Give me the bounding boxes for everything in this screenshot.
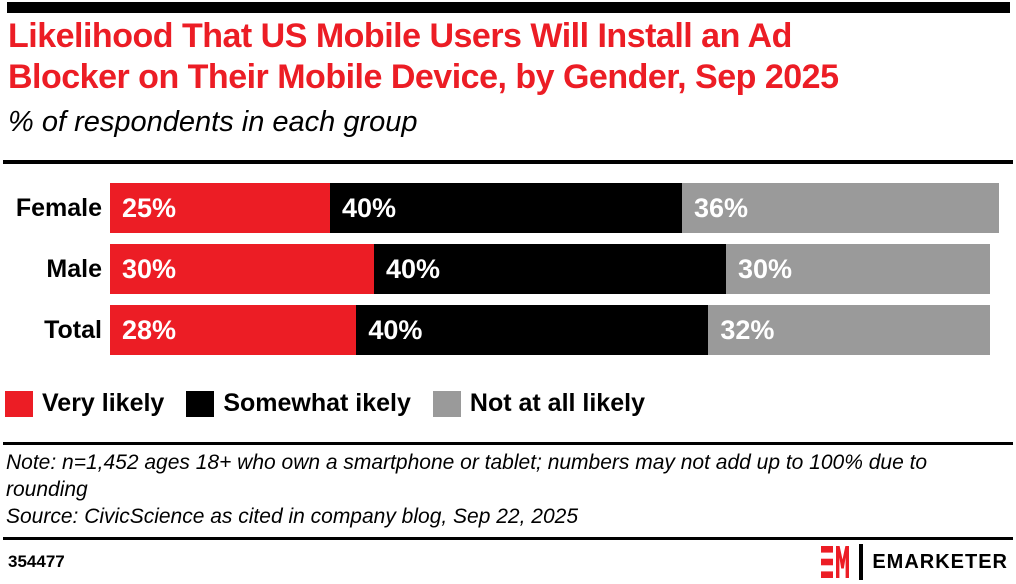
chart-title: Likelihood That US Mobile Users Will Ins… [8, 17, 839, 96]
bar-row-male: Male 30% 40% 30% [0, 244, 1016, 294]
bar-segment-very-likely: 30% [110, 244, 374, 294]
bar-track-female: 25% 40% 36% [110, 183, 999, 233]
bar-segment-not-at-all-likely: 36% [682, 183, 999, 233]
legend-label-very-likely: Very likely [42, 389, 165, 417]
divider-above-chart [3, 160, 1013, 164]
legend-swatch-not-at-all-likely [432, 390, 461, 417]
chart-notes: Note: n=1,452 ages 18+ who own a smartph… [6, 449, 1012, 530]
bar-value-label: 30% [122, 253, 177, 284]
bar-value-label: 36% [694, 192, 749, 223]
note-text: Note: n=1,452 ages 18+ who own a smartph… [6, 451, 928, 501]
brand-name: EMARKETER [872, 550, 1008, 573]
row-label-total: Total [44, 315, 102, 344]
top-border-bar [7, 2, 1010, 13]
bar-value-label: 40% [386, 253, 441, 284]
legend-item-very-likely: Very likely [5, 389, 164, 418]
bar-value-label: 40% [368, 314, 423, 345]
bar-value-label: 32% [720, 314, 775, 345]
legend-swatch-somewhat-ikely [186, 390, 215, 417]
chart-subtitle: % of respondents in each group [8, 106, 418, 138]
bar-segment-somewhat-ikely: 40% [330, 183, 682, 233]
bar-track-male: 30% 40% 30% [110, 244, 990, 294]
brand-divider [859, 544, 864, 580]
chart-legend: Very likely Somewhat ikely Not at all like… [5, 389, 645, 418]
legend-swatch-very-likely [5, 390, 33, 417]
bar-row-total: Total 28% 40% 32% [0, 305, 1016, 355]
bar-value-label: 28% [122, 314, 177, 345]
bar-track-total: 28% 40% 32% [110, 305, 990, 355]
row-label-male: Male [46, 254, 102, 283]
legend-item-not-at-all-likely: Not at all likely [432, 389, 645, 418]
row-label-female: Female [15, 193, 102, 222]
stacked-bar-chart: Female 25% 40% 36% Male 30% 40% 30% Total 28% 40% 3… [0, 183, 1016, 355]
bar-segment-somewhat-ikely: 40% [356, 305, 709, 355]
source-text: Source: CivicScience as cited in company… [6, 505, 578, 528]
brand-lockup: EMARKETER [820, 544, 1008, 580]
legend-label-not-at-all-likely: Not at all likely [469, 389, 645, 417]
emarketer-logo-icon [821, 546, 850, 578]
bar-value-label: 40% [342, 192, 397, 223]
footer: 354477 EMARKETER [8, 544, 1008, 580]
bar-segment-not-at-all-likely: 32% [708, 305, 990, 355]
bar-value-label: 30% [738, 253, 793, 284]
bar-row-female: Female 25% 40% 36% [0, 183, 1016, 233]
chart-id: 354477 [8, 552, 65, 571]
legend-label-somewhat-ikely: Somewhat ikely [223, 389, 411, 417]
bar-segment-very-likely: 25% [110, 183, 330, 233]
legend-item-somewhat-ikely: Somewhat ikely [186, 389, 411, 418]
bar-segment-not-at-all-likely: 30% [726, 244, 990, 294]
divider-above-footer [3, 537, 1013, 540]
bar-value-label: 25% [122, 192, 177, 223]
divider-above-notes [3, 442, 1013, 445]
bar-segment-somewhat-ikely: 40% [374, 244, 726, 294]
bar-segment-very-likely: 28% [110, 305, 357, 355]
